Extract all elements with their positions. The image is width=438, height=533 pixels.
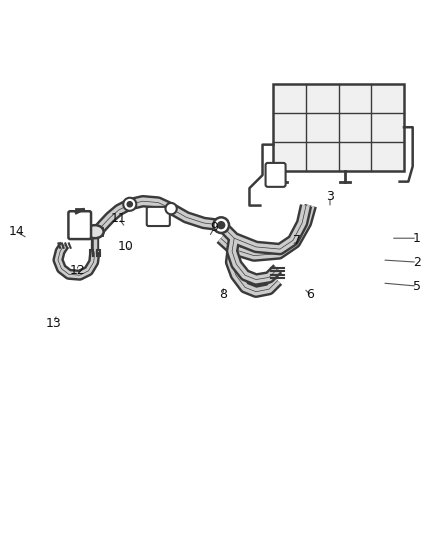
Circle shape: [213, 217, 229, 233]
Text: 2: 2: [413, 256, 421, 269]
Text: 12: 12: [70, 264, 85, 277]
FancyBboxPatch shape: [273, 84, 404, 171]
Text: 6: 6: [307, 288, 314, 301]
Text: 8: 8: [219, 288, 227, 301]
Text: 1: 1: [413, 232, 421, 245]
Circle shape: [127, 201, 132, 207]
Ellipse shape: [86, 225, 104, 238]
Text: 10: 10: [117, 240, 133, 253]
Circle shape: [218, 222, 225, 229]
Text: 9: 9: [211, 221, 219, 234]
Text: 13: 13: [46, 317, 61, 329]
FancyBboxPatch shape: [68, 211, 91, 239]
Text: 5: 5: [413, 280, 421, 293]
Circle shape: [123, 198, 136, 211]
Text: 11: 11: [111, 212, 127, 225]
FancyBboxPatch shape: [265, 163, 286, 187]
FancyBboxPatch shape: [147, 207, 170, 226]
Circle shape: [166, 203, 177, 214]
Text: 3: 3: [326, 190, 334, 204]
Text: 7: 7: [293, 234, 301, 247]
Text: 14: 14: [9, 225, 25, 238]
